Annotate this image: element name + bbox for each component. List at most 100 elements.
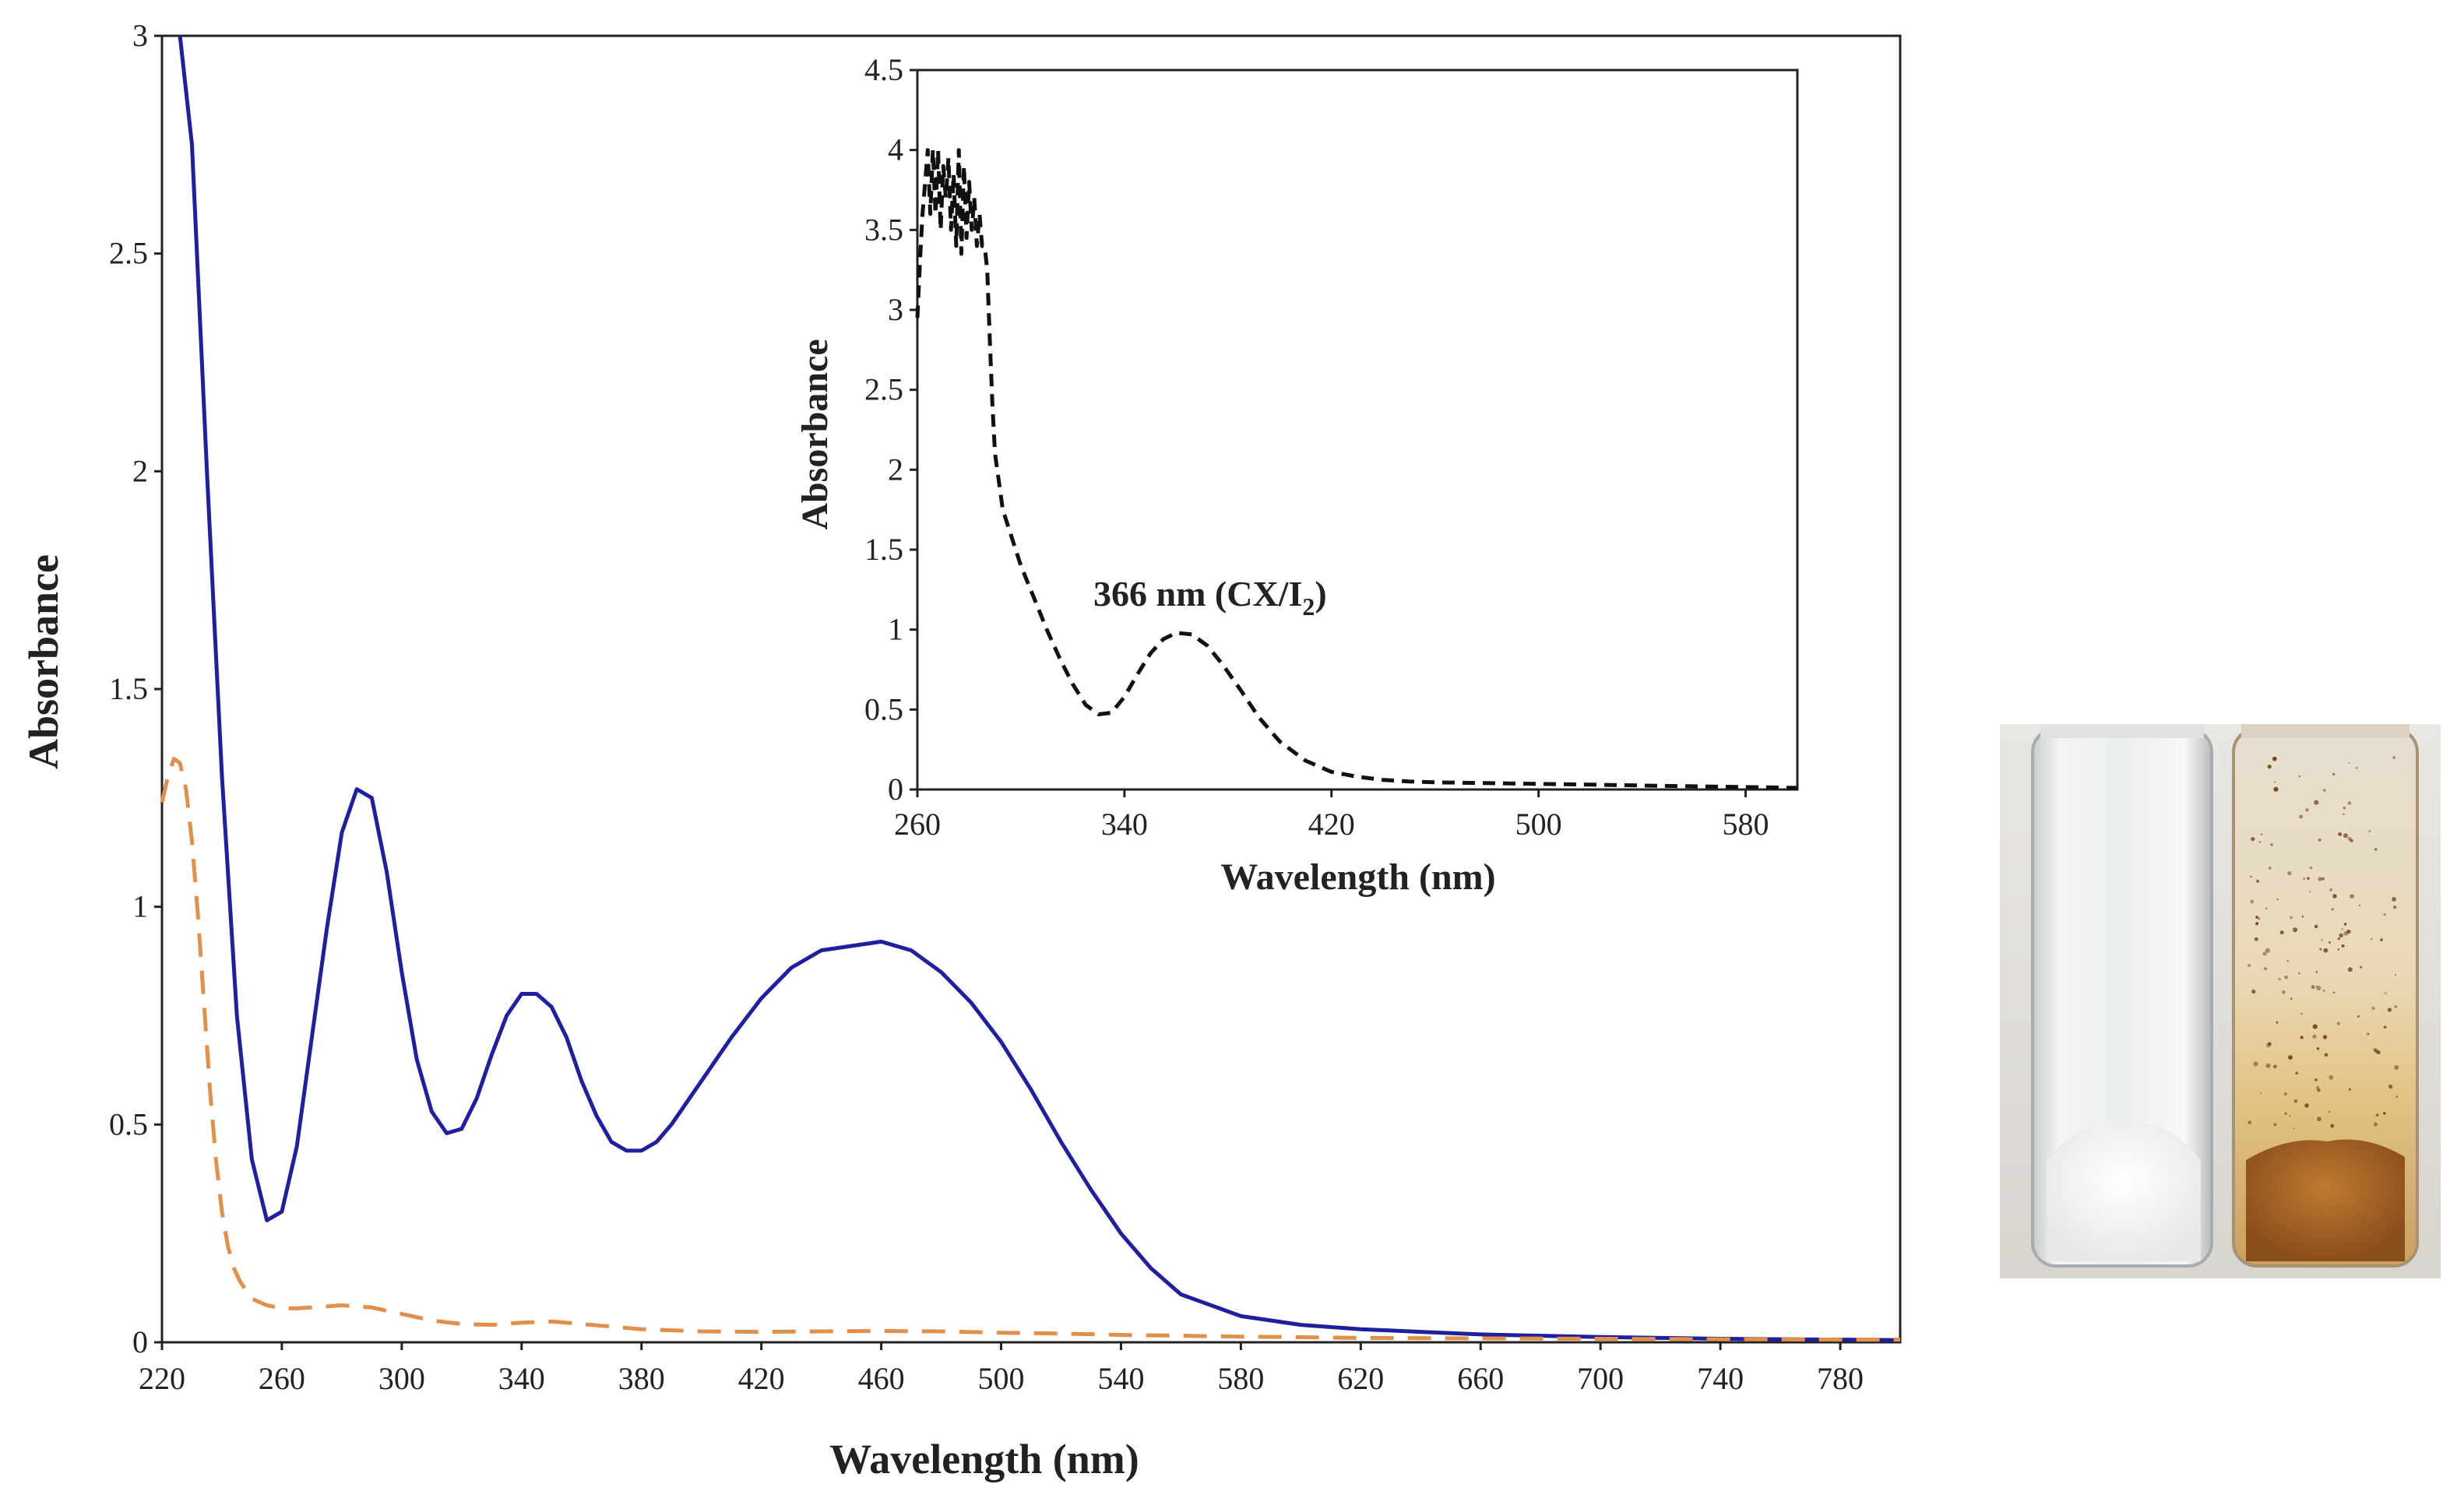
speck: [2267, 765, 2272, 769]
inset-y-axis-title: Absorbance: [794, 339, 836, 529]
main-y-tick-label: 2: [132, 453, 148, 488]
speck: [2343, 923, 2347, 926]
inset-x-tick-label: 420: [1308, 807, 1355, 842]
speck: [2273, 1123, 2277, 1127]
inset-x-axis-title: Wavelength (nm): [1220, 856, 1495, 898]
main-x-ticks: 220 260 300 340 380 420 460 500 540 580 620 660 700 7…: [139, 1342, 1864, 1396]
speck: [2279, 930, 2284, 935]
speck: [2318, 838, 2321, 842]
inset-y-tick-label: 4: [888, 132, 903, 167]
speck: [2347, 837, 2352, 841]
speck: [2260, 833, 2263, 836]
speck: [2375, 1113, 2379, 1117]
inset-x-tick-label: 340: [1101, 807, 1148, 842]
speck: [2300, 1012, 2303, 1015]
speck: [2298, 775, 2300, 778]
main-y-tick-label: 0.5: [109, 1106, 148, 1141]
main-y-axis-title: Absorbance: [20, 554, 67, 769]
speck: [2314, 800, 2319, 805]
main-series-line-2: [160, 757, 1900, 1342]
left-vial-powder: [2047, 1125, 2201, 1261]
speck: [2338, 832, 2343, 836]
speck: [2350, 894, 2354, 898]
speck: [2357, 1014, 2360, 1018]
main-x-tick-label: 700: [1577, 1361, 1624, 1396]
speck: [2308, 891, 2311, 893]
inset-y-tick-label: 3.5: [864, 212, 903, 247]
peak-annotation-suffix: ): [1315, 574, 1326, 614]
speck: [2248, 964, 2251, 967]
speck: [2328, 1110, 2331, 1113]
main-y-ticks: 0 0.5 1 1.5 2 2.5 3: [109, 18, 162, 1359]
speck: [2387, 1007, 2392, 1012]
speck: [2347, 967, 2353, 972]
speck: [2293, 1127, 2295, 1130]
speck: [2311, 985, 2315, 990]
speck: [2307, 877, 2310, 880]
speck: [2319, 948, 2322, 951]
peak-annotation: 366 nm (CX/I2): [1093, 574, 1327, 621]
speck: [2328, 1074, 2334, 1080]
main-y-tick-label: 3: [132, 18, 148, 53]
main-x-tick-label: 300: [378, 1361, 425, 1396]
speck: [2371, 1006, 2375, 1011]
speck: [2255, 916, 2258, 919]
speck: [2312, 1024, 2318, 1029]
inset-y-tick-label: 1: [888, 612, 903, 647]
speck: [2392, 756, 2395, 759]
speck: [2343, 931, 2349, 936]
speck: [2321, 877, 2325, 881]
speck: [2337, 937, 2341, 941]
speck: [2332, 772, 2336, 776]
speck: [2284, 1112, 2287, 1115]
speck: [2278, 978, 2281, 981]
speck: [2250, 899, 2255, 904]
speck: [2316, 1086, 2320, 1089]
speck: [2284, 976, 2288, 979]
speck: [2250, 875, 2252, 878]
speck: [2317, 1116, 2321, 1122]
main-x-tick-label: 220: [139, 1361, 185, 1396]
inset-y-tick-label: 2: [888, 452, 903, 487]
speck: [2265, 948, 2270, 953]
speck: [2301, 916, 2304, 918]
main-y-tick-label: 0: [132, 1324, 148, 1359]
speck: [2282, 990, 2286, 994]
speck: [2371, 938, 2373, 941]
speck: [2258, 917, 2261, 920]
speck: [2316, 986, 2321, 990]
speck: [2332, 991, 2336, 994]
speck: [2341, 928, 2343, 930]
main-y-tick-label: 1.5: [109, 671, 148, 706]
speck: [2254, 937, 2258, 941]
speck: [2299, 814, 2304, 819]
speck: [2264, 967, 2267, 970]
main-series-line-1: [178, 35, 1901, 1342]
speck: [2309, 866, 2313, 870]
speck: [2268, 1042, 2272, 1046]
main-x-tick-label: 780: [1817, 1361, 1864, 1396]
speck: [2289, 1115, 2291, 1117]
speck: [2383, 1025, 2387, 1029]
speck: [2373, 1122, 2378, 1127]
inset-y-tick-label: 2.5: [864, 372, 903, 407]
speck: [2304, 1103, 2309, 1108]
speck: [2298, 972, 2300, 975]
main-x-tick-label: 580: [1217, 1361, 1264, 1396]
speck: [2265, 1063, 2271, 1068]
speck: [2322, 1035, 2328, 1039]
speck: [2360, 965, 2363, 969]
speck: [2318, 877, 2322, 881]
speck: [2276, 1021, 2279, 1024]
speck: [2303, 877, 2306, 881]
speck: [2331, 908, 2334, 911]
speck: [2383, 913, 2386, 916]
speck: [2348, 761, 2350, 764]
main-x-tick-label: 540: [1097, 1361, 1144, 1396]
speck: [2295, 1071, 2299, 1075]
speck: [2343, 833, 2348, 839]
speck: [2383, 1112, 2386, 1115]
speck: [2258, 841, 2261, 843]
speck: [2322, 989, 2325, 992]
speck: [2300, 1036, 2304, 1039]
